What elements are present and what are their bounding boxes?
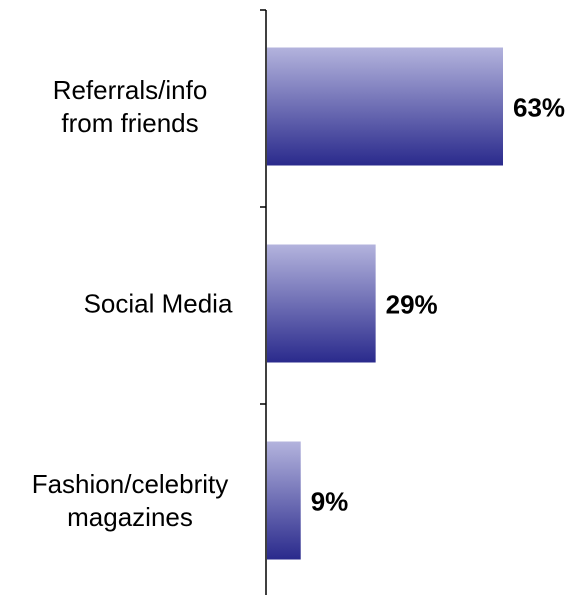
category-label-line: Social Media xyxy=(84,289,233,319)
labels-layer: Referrals/info from friends 63% Social Medi… xyxy=(32,75,565,532)
category-label-line: Fashion/celebrity xyxy=(32,469,229,499)
bar-0 xyxy=(267,47,503,166)
category-axis xyxy=(260,9,267,595)
bars-layer xyxy=(267,47,503,560)
bar-2 xyxy=(267,441,301,560)
data-label: 9% xyxy=(311,487,349,517)
category-label-line: magazines xyxy=(67,502,193,532)
data-label: 29% xyxy=(386,290,438,320)
category-label: Social Media xyxy=(84,289,233,319)
category-label-line: from friends xyxy=(61,108,198,138)
data-label: 63% xyxy=(513,93,565,123)
category-label: Referrals/info from friends xyxy=(53,75,208,138)
category-label: Fashion/celebrity magazines xyxy=(32,469,229,532)
category-label-line: Referrals/info xyxy=(53,75,208,105)
bar-1 xyxy=(267,244,376,363)
